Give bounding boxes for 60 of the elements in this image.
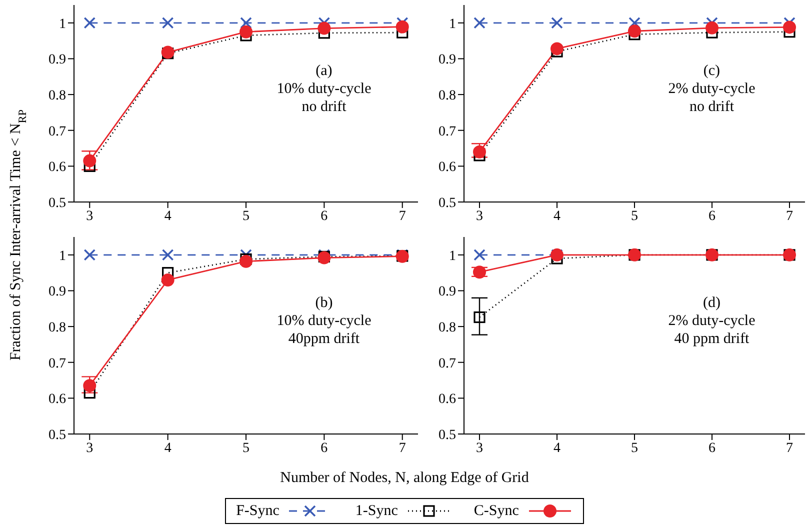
y-tick-label: 0.5 bbox=[438, 196, 456, 211]
annotation: 40 ppm drift bbox=[673, 330, 750, 348]
x-tick-label: 7 bbox=[398, 440, 406, 456]
annotation: 10% duty-cycle bbox=[276, 80, 372, 98]
y-tick-label: 0.5 bbox=[48, 428, 66, 443]
y-tick-label: 1 bbox=[59, 248, 66, 264]
annotation: (c) bbox=[702, 62, 722, 80]
x-tick-label: 7 bbox=[398, 208, 406, 224]
annotation: no drift bbox=[300, 98, 348, 116]
y-tick-label: 0.7 bbox=[48, 356, 66, 372]
y-tick-label: 0.6 bbox=[48, 160, 66, 176]
y-tick-label: 0.9 bbox=[48, 52, 66, 68]
annotation: (b) bbox=[314, 294, 334, 312]
y-tick-label: 0.9 bbox=[48, 284, 66, 300]
annotation: 2% duty-cycle bbox=[667, 312, 756, 330]
x-tick-label: 7 bbox=[786, 440, 793, 456]
x-tick-label: 3 bbox=[476, 208, 483, 224]
annotation: 40ppm drift bbox=[287, 330, 361, 348]
annotation: 2% duty-cycle bbox=[667, 80, 756, 98]
x-tick-label: 6 bbox=[708, 440, 716, 456]
legend-label: 1-Sync bbox=[355, 502, 398, 520]
y-tick-label: 1 bbox=[449, 248, 456, 264]
y-tick-label: 0.8 bbox=[438, 88, 456, 104]
x-tick-label: 7 bbox=[786, 208, 793, 224]
y-tick-label: 0.7 bbox=[438, 124, 456, 140]
x-tick-label: 3 bbox=[476, 440, 483, 456]
x-tick-label: 5 bbox=[242, 208, 250, 224]
x-tick-label: 6 bbox=[708, 208, 716, 224]
y-tick-label: 0.6 bbox=[438, 160, 456, 176]
y-tick-label: 0.6 bbox=[438, 392, 456, 408]
x-axis-title: Number of Nodes, N, along Edge of Grid bbox=[279, 470, 530, 487]
x-tick-label: 3 bbox=[86, 440, 94, 456]
x-tick-label: 5 bbox=[631, 440, 638, 456]
x-tick-label: 5 bbox=[631, 208, 638, 224]
x-tick-label: 4 bbox=[554, 440, 560, 456]
annotation: no drift bbox=[688, 98, 736, 116]
x-tick-label: 6 bbox=[320, 208, 328, 224]
y-tick-label: 0.5 bbox=[48, 196, 66, 211]
x-tick-label: 3 bbox=[86, 208, 94, 224]
x-tick-label: 4 bbox=[554, 208, 560, 224]
legend-label: F-Sync bbox=[236, 502, 280, 520]
y-tick-label: 1 bbox=[59, 16, 66, 32]
y-tick-label: 0.5 bbox=[438, 428, 456, 443]
y-tick-label: 0.8 bbox=[48, 88, 66, 104]
x-tick-label: 5 bbox=[242, 440, 250, 456]
x-tick-label: 4 bbox=[164, 208, 172, 224]
y-tick-label: 0.6 bbox=[48, 392, 66, 408]
legend-label: C-Sync bbox=[474, 502, 519, 520]
y-tick-label: 0.8 bbox=[48, 320, 66, 336]
y-tick-label: 1 bbox=[449, 16, 456, 32]
y-tick-label: 0.7 bbox=[438, 356, 456, 372]
y-tick-label: 0.9 bbox=[438, 52, 456, 68]
annotation: (d) bbox=[702, 294, 722, 312]
y-tick-label: 0.8 bbox=[438, 320, 456, 336]
x-tick-label: 6 bbox=[320, 440, 328, 456]
annotation: 10% duty-cycle bbox=[276, 312, 372, 330]
y-tick-label: 0.9 bbox=[438, 284, 456, 300]
annotation: (a) bbox=[314, 62, 334, 80]
x-tick-label: 4 bbox=[164, 440, 172, 456]
y-tick-label: 0.7 bbox=[48, 124, 66, 140]
